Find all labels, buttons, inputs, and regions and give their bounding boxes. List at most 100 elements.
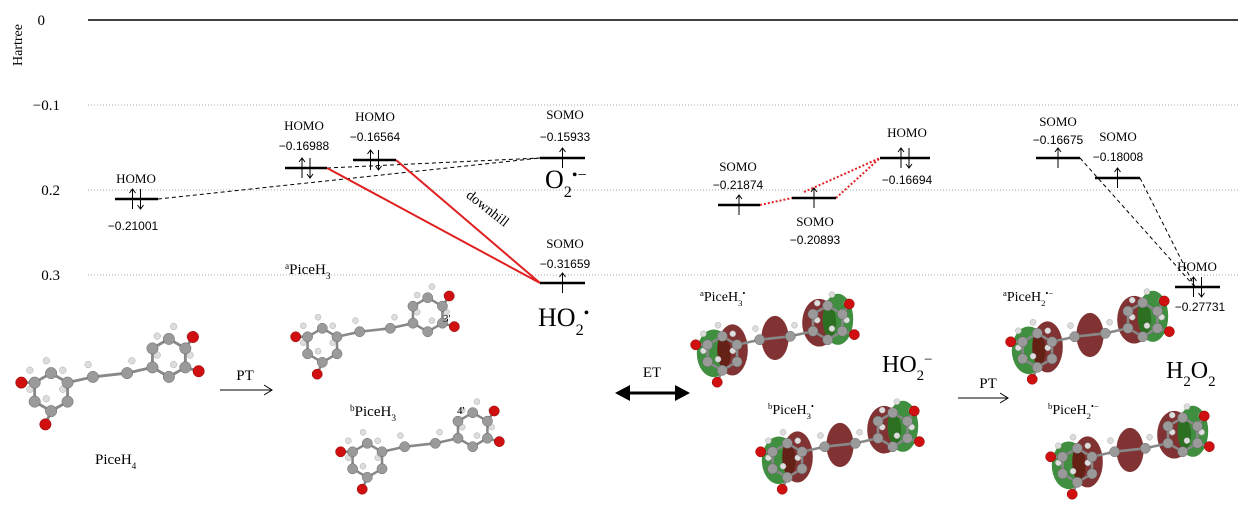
carbon <box>732 357 742 367</box>
carbon <box>332 332 342 342</box>
annotation: ET <box>643 365 661 381</box>
connector <box>158 158 540 199</box>
hydrogen <box>1107 319 1113 325</box>
carbon <box>837 326 847 336</box>
formula-part: 2 <box>1208 374 1215 390</box>
formula-part: − <box>924 352 932 368</box>
oxygen <box>494 437 504 447</box>
hydrogen <box>730 331 736 337</box>
oxygen <box>1006 337 1016 347</box>
hydrogen <box>1184 438 1190 444</box>
hydrogen <box>879 407 885 413</box>
hydrogen <box>765 438 771 444</box>
formula: aPiceH2•− <box>1003 288 1053 308</box>
formula: bPiceH2•− <box>1048 401 1099 421</box>
carbon <box>850 438 860 448</box>
hydrogen <box>429 284 435 290</box>
carbon <box>1100 328 1110 338</box>
carbon <box>385 323 395 333</box>
oxygen <box>449 322 459 332</box>
formula-part: PiceH <box>1052 403 1086 418</box>
carbon <box>45 405 56 416</box>
carbon <box>823 301 833 311</box>
carbon <box>180 362 191 373</box>
carbon <box>732 340 742 350</box>
annotation: PT <box>979 376 997 392</box>
formula-part: PiceH <box>355 404 392 420</box>
molecule <box>691 292 860 388</box>
carbon <box>1070 332 1080 342</box>
oxygen <box>1027 374 1037 384</box>
hydrogen <box>300 323 306 329</box>
formula-part: 2 <box>1183 374 1190 390</box>
orbital-label: SOMO <box>546 107 584 122</box>
carbon <box>1047 354 1057 364</box>
hydrogen <box>392 314 398 320</box>
carbon <box>1017 337 1027 347</box>
hydrogen <box>43 357 50 364</box>
carbon <box>362 472 372 482</box>
annotation: 4' <box>457 405 465 417</box>
hydrogen <box>1055 443 1061 449</box>
formula-part: 3 <box>807 411 811 421</box>
hydrogen <box>715 356 721 362</box>
carbon <box>1138 332 1148 342</box>
levels: HOMO−0.21001HOMO−0.16988HOMO−0.16564SOMO… <box>108 107 1226 314</box>
orbital-label: HOMO <box>116 171 156 186</box>
hydrogen <box>345 438 351 444</box>
formula-part: 2 <box>1041 298 1045 308</box>
carbon <box>1110 447 1120 457</box>
hydrogen <box>829 326 835 332</box>
formula-part: PiceH <box>704 290 738 305</box>
formula: HO2• <box>538 303 589 339</box>
formula-part: O <box>545 165 564 194</box>
oxygen <box>1199 411 1209 421</box>
carbon <box>453 416 463 426</box>
hydrogen <box>27 367 34 374</box>
carbon <box>147 362 158 373</box>
hydrogen <box>414 292 420 298</box>
hydrogen <box>715 322 721 328</box>
hydrogen <box>437 429 443 435</box>
carbon <box>873 416 883 426</box>
formula-part: •− <box>1091 401 1099 411</box>
carbon <box>163 333 174 344</box>
hydrogen <box>474 433 480 439</box>
diagram: Hartree 0 −0.1 0.2 0.3 downhill PT ET PT… <box>0 0 1238 510</box>
hydrogen <box>792 322 798 328</box>
formula-part: HO <box>882 352 917 378</box>
formula-part: 4 <box>132 462 137 472</box>
hydrogen <box>1169 412 1175 418</box>
orbital-label: SOMO <box>1039 114 1077 129</box>
oxygen <box>691 340 701 350</box>
carbon <box>317 357 327 367</box>
carbon <box>1032 328 1042 338</box>
carbon <box>1032 362 1042 372</box>
oxygen <box>844 299 854 309</box>
carbon <box>423 327 433 337</box>
carbon <box>62 396 73 407</box>
formula: bPiceH3 <box>350 404 396 424</box>
oxygen <box>40 419 51 430</box>
hydrogen <box>170 361 177 368</box>
carbon <box>29 396 40 407</box>
carbon <box>902 416 912 426</box>
hydrogen <box>330 323 336 329</box>
formula: O2•− <box>545 165 587 201</box>
tick-label: −0.1 <box>33 98 60 114</box>
carbon <box>1192 421 1202 431</box>
carbon <box>702 340 712 350</box>
carbon <box>180 343 191 354</box>
energy-value: −0.21001 <box>108 219 159 233</box>
oxygen <box>777 484 787 494</box>
carbon <box>400 442 410 452</box>
hydrogen <box>1030 353 1036 359</box>
formula-part: H <box>1166 358 1183 384</box>
oxygen <box>756 447 766 457</box>
energy-value: −0.18008 <box>1093 150 1144 164</box>
oxygen <box>914 437 924 447</box>
carbon <box>1047 337 1057 347</box>
carbon <box>1087 469 1097 479</box>
carbon <box>702 357 712 367</box>
hydrogen <box>429 318 435 324</box>
